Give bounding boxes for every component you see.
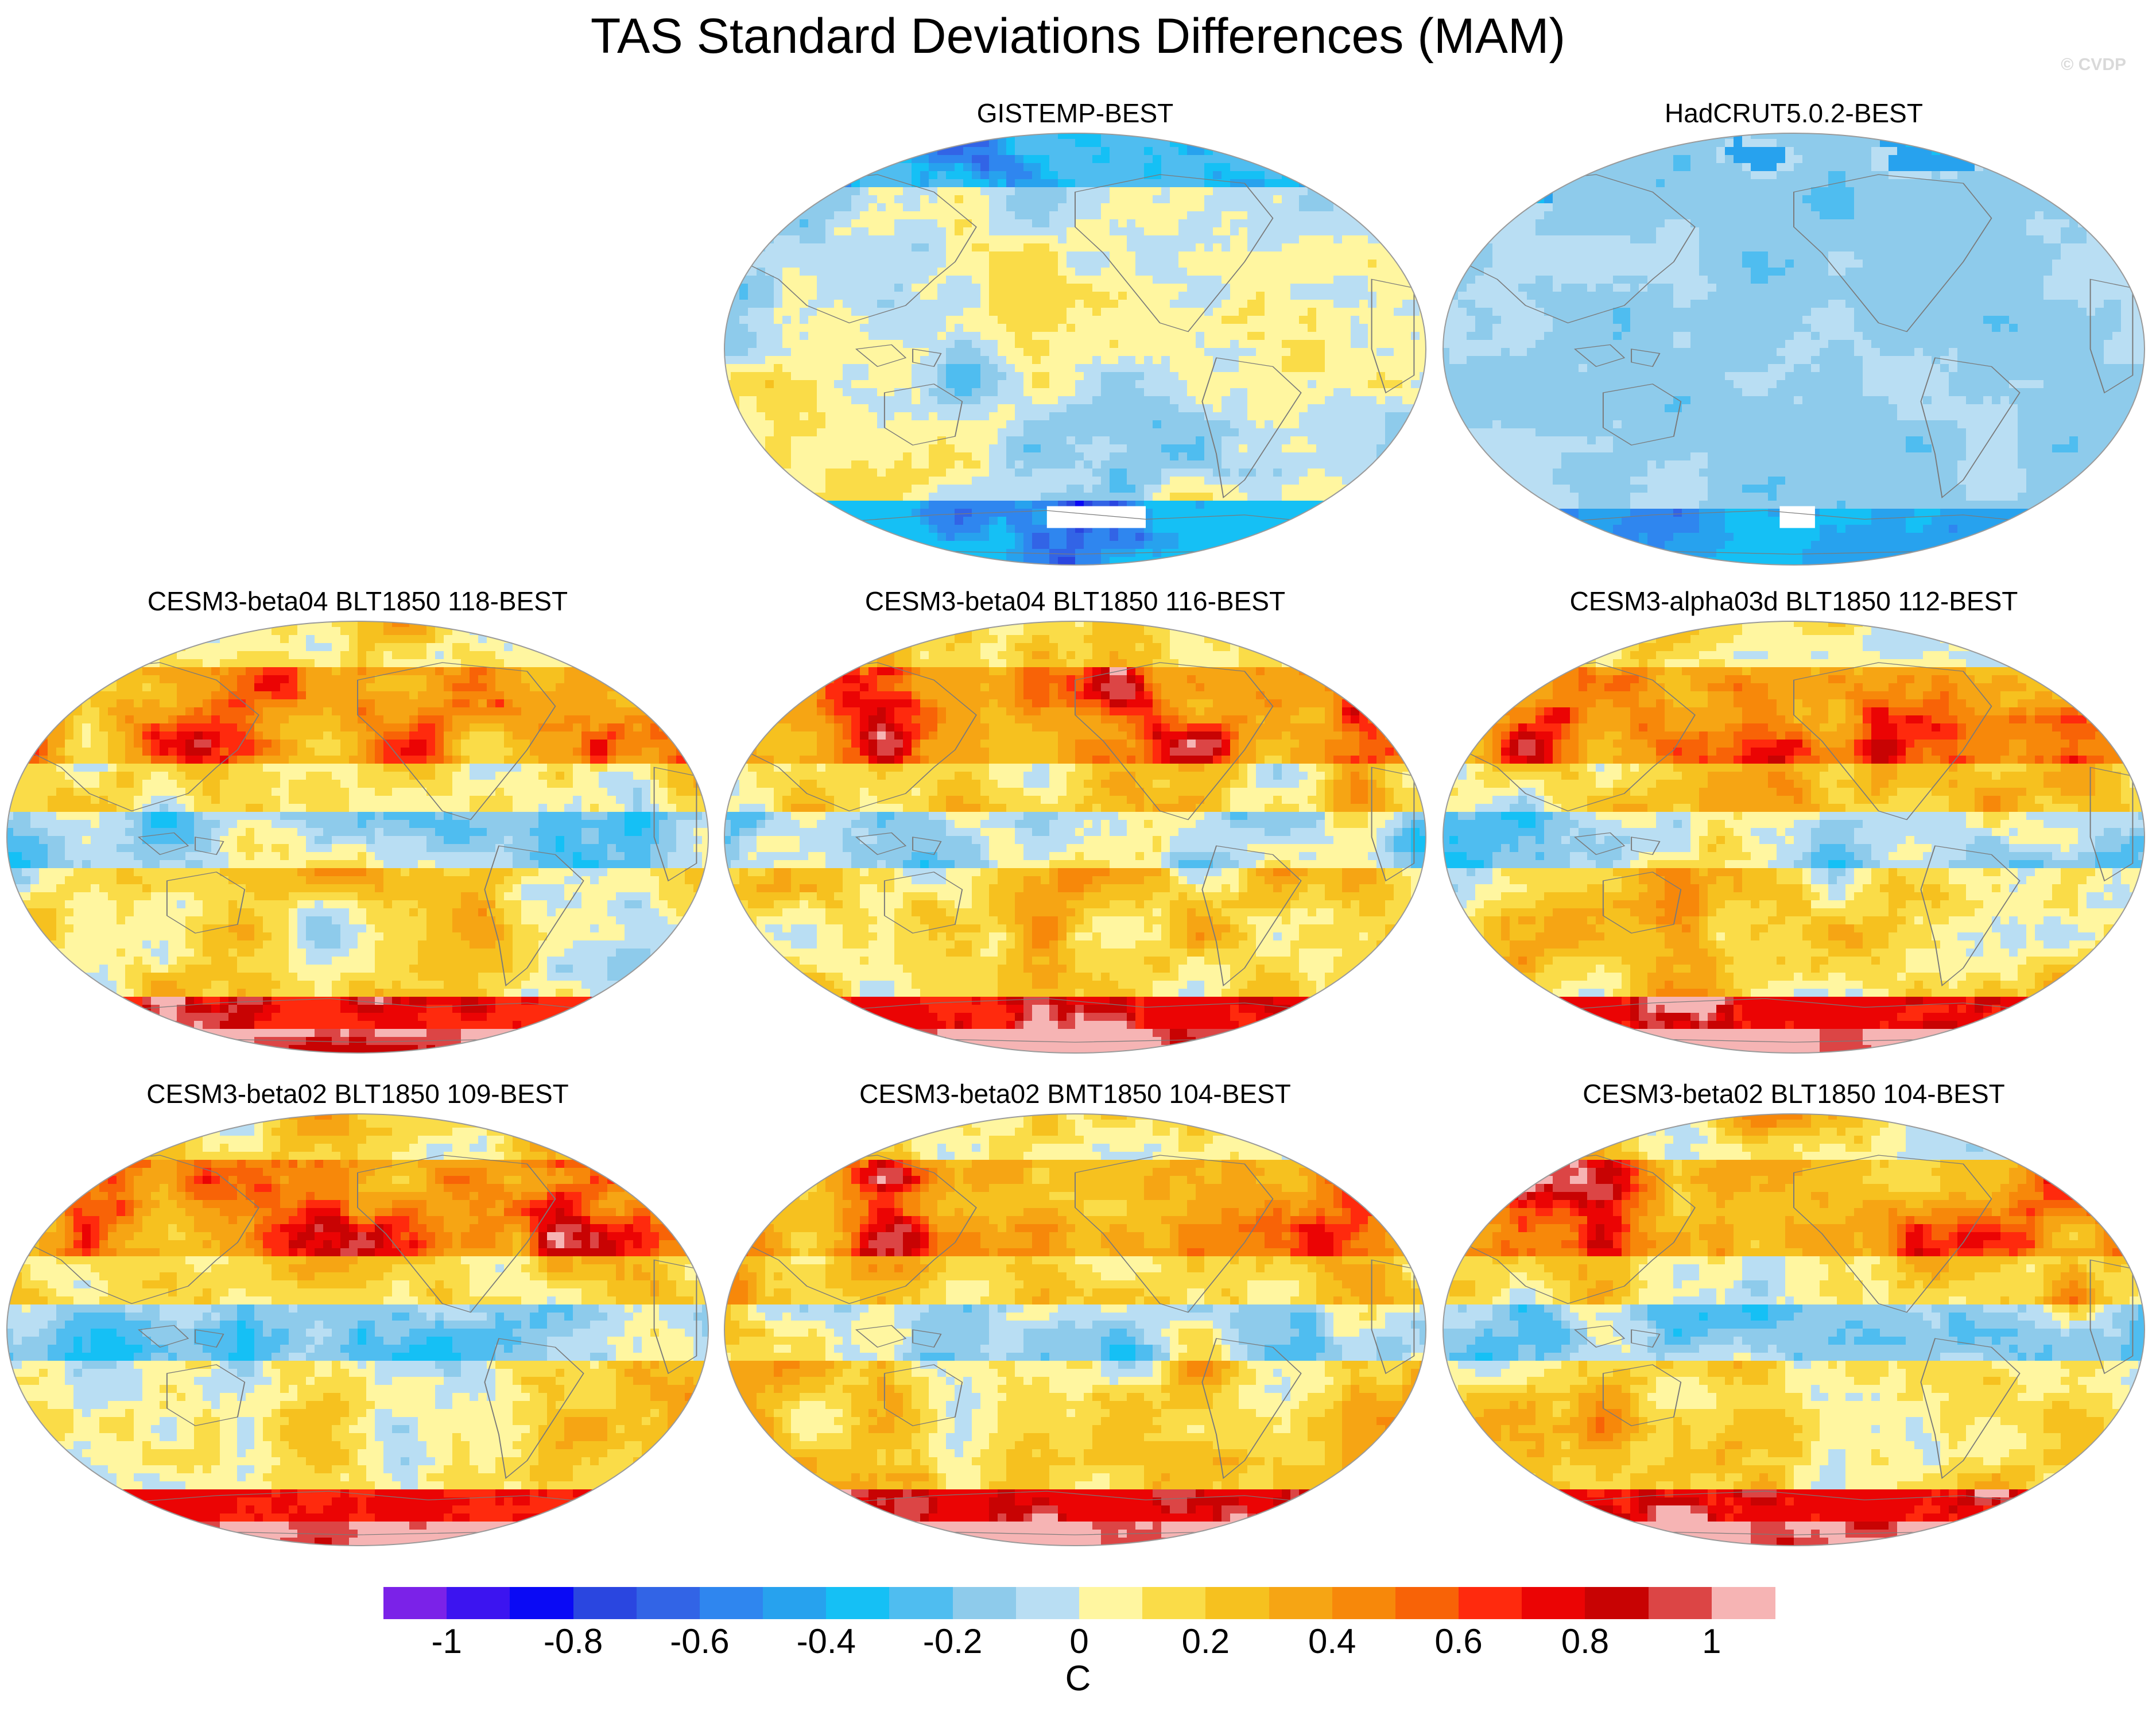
colorbar-box xyxy=(952,1587,1017,1619)
map-border xyxy=(724,133,1426,566)
colorbar-tick-label: 1 xyxy=(1702,1621,1721,1661)
map-panel-hadcrut: HadCRUT5.0.2-BEST xyxy=(1441,98,2147,586)
panel-title: GISTEMP-BEST xyxy=(722,98,1428,129)
coastlines xyxy=(735,1155,1415,1535)
colorbar-box xyxy=(383,1587,448,1619)
world-map xyxy=(6,1113,709,1546)
world-map xyxy=(724,133,1426,566)
panel-title: CESM3-beta02 BMT1850 104-BEST xyxy=(722,1078,1428,1109)
world-map xyxy=(1442,133,2145,566)
colorbar-box xyxy=(889,1587,953,1619)
coastlines xyxy=(18,662,697,1043)
world-map xyxy=(1442,1113,2145,1546)
coastlines xyxy=(1454,174,2134,555)
map-panel-b02-109: CESM3-beta02 BLT1850 109-BEST xyxy=(5,1078,711,1566)
missing-data-mask xyxy=(1779,506,1815,528)
map-panel-b04-116: CESM3-beta04 BLT1850 116-BEST xyxy=(722,586,1428,1074)
coastlines xyxy=(18,1155,697,1535)
colorbar-box xyxy=(1648,1587,1712,1619)
colorbar-tick-label: -0.4 xyxy=(797,1621,856,1661)
map-border xyxy=(724,1113,1426,1546)
map-border xyxy=(1442,1113,2145,1546)
watermark: © CVDP xyxy=(2061,55,2126,75)
map-panel-b04-118: CESM3-beta04 BLT1850 118-BEST xyxy=(5,586,711,1074)
colorbar-box xyxy=(1459,1587,1523,1619)
colorbar-box xyxy=(1332,1587,1396,1619)
colorbar-box xyxy=(763,1587,827,1619)
coastlines xyxy=(735,662,1415,1043)
colorbar-box xyxy=(636,1587,700,1619)
map-panel-b02-bmt104: CESM3-beta02 BMT1850 104-BEST xyxy=(722,1078,1428,1566)
colorbar-tick-label: 0 xyxy=(1069,1621,1088,1661)
colorbar-box xyxy=(447,1587,511,1619)
colorbar-box xyxy=(699,1587,764,1619)
panel-title: HadCRUT5.0.2-BEST xyxy=(1441,98,2147,129)
colorbar-box xyxy=(1711,1587,1775,1619)
coastlines xyxy=(1454,1155,2134,1535)
panel-title: CESM3-alpha03d BLT1850 112-BEST xyxy=(1441,586,2147,617)
colorbar-tick-label: 0.4 xyxy=(1308,1621,1356,1661)
map-border xyxy=(6,1113,709,1546)
coastlines xyxy=(735,174,1415,555)
colorbar-tick-labels: -1 -0.8 -0.6 -0.4 -0.2 0 0.2 0.4 0.6 0.8 1 xyxy=(0,1621,2156,1667)
world-map xyxy=(6,621,709,1054)
map-border xyxy=(1442,133,2145,566)
colorbar-tick-label: 0.2 xyxy=(1182,1621,1230,1661)
figure-title: TAS Standard Deviations Differences (MAM… xyxy=(0,8,2156,65)
colorbar-box xyxy=(826,1587,890,1619)
missing-data-mask xyxy=(1046,506,1146,528)
colorbar-box xyxy=(1269,1587,1333,1619)
colorbar-box xyxy=(1079,1587,1143,1619)
colorbar-box xyxy=(1585,1587,1649,1619)
colorbar-tick-label: -1 xyxy=(431,1621,462,1661)
world-map xyxy=(1442,621,2145,1054)
panel-title: CESM3-beta04 BLT1850 118-BEST xyxy=(5,586,711,617)
map-panel-b02-blt104: CESM3-beta02 BLT1850 104-BEST xyxy=(1441,1078,2147,1566)
colorbar-box xyxy=(510,1587,574,1619)
colorbar-tick-label: 0.6 xyxy=(1434,1621,1482,1661)
map-panel-a03d-112: CESM3-alpha03d BLT1850 112-BEST xyxy=(1441,586,2147,1074)
colorbar-tick-label: -0.2 xyxy=(923,1621,982,1661)
map-border xyxy=(1442,621,2145,1054)
panel-title: CESM3-beta02 BLT1850 104-BEST xyxy=(1441,1078,2147,1109)
colorbar-tick-label: -0.8 xyxy=(544,1621,603,1661)
colorbar-box xyxy=(573,1587,637,1619)
map-border xyxy=(6,621,709,1054)
colorbar-tick-label: 0.8 xyxy=(1561,1621,1609,1661)
colorbar-units-label: C xyxy=(0,1658,2156,1699)
colorbar xyxy=(383,1587,1775,1619)
colorbar-box xyxy=(1522,1587,1586,1619)
colorbar-box xyxy=(1015,1587,1080,1619)
world-map xyxy=(724,1113,1426,1546)
colorbar-box xyxy=(1142,1587,1207,1619)
world-map xyxy=(724,621,1426,1054)
colorbar-box xyxy=(1205,1587,1270,1619)
map-border xyxy=(724,621,1426,1054)
colorbar-tick-label: -0.6 xyxy=(670,1621,729,1661)
coastlines xyxy=(1454,662,2134,1043)
panel-title: CESM3-beta04 BLT1850 116-BEST xyxy=(722,586,1428,617)
map-panel-gistemp: GISTEMP-BEST xyxy=(722,98,1428,586)
colorbar-box xyxy=(1395,1587,1460,1619)
panel-title: CESM3-beta02 BLT1850 109-BEST xyxy=(5,1078,711,1109)
